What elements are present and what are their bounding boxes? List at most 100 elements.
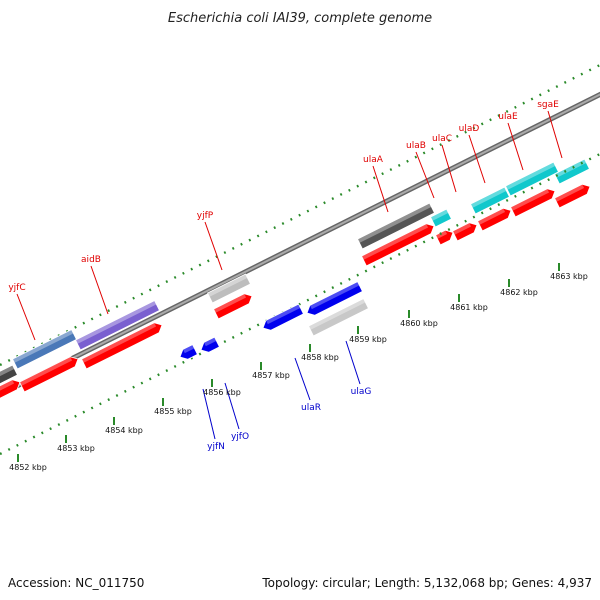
tick-dot	[40, 431, 44, 435]
gene-bar-body	[308, 298, 369, 337]
tick-dot	[148, 377, 152, 381]
tick-dot	[49, 427, 52, 431]
tick-dot	[0, 452, 3, 456]
tick-dot	[323, 201, 326, 205]
tick-dot	[173, 364, 177, 368]
gene-bar-lightgrey	[308, 298, 369, 337]
tick-dot	[248, 327, 252, 331]
tick-dot	[107, 309, 111, 313]
tick-dot	[464, 219, 467, 223]
tick-dot	[190, 356, 194, 360]
tick-dot	[472, 126, 476, 130]
gene-leader-line	[202, 388, 216, 440]
tick-dot	[314, 294, 318, 298]
gene-leader-line	[345, 340, 361, 385]
tick-dot	[82, 321, 86, 325]
tick-dot	[497, 114, 501, 118]
gene-bar-shine	[12, 329, 74, 363]
gene-arrow-shine	[203, 337, 217, 347]
kbp-label: 4852 kbp	[9, 463, 47, 472]
gene-bar-grey	[0, 364, 18, 388]
cds-forward-arrow	[510, 188, 556, 218]
tick-dot	[356, 184, 360, 188]
tick-dot	[223, 251, 227, 255]
gene-arrow-shine	[182, 344, 195, 354]
tick-dot	[530, 97, 534, 101]
gene-bar-purple	[75, 300, 160, 351]
tick-dot	[7, 447, 11, 451]
gene-bar-body	[357, 202, 435, 250]
tick-dot	[489, 118, 492, 122]
tick-dot	[306, 298, 310, 302]
tick-dot	[148, 288, 152, 292]
tick-dot	[240, 242, 243, 246]
tick-dot	[580, 72, 584, 76]
tick-dot	[190, 267, 194, 271]
tick-dot	[107, 398, 111, 402]
reverse-tick-line	[0, 153, 600, 456]
kbp-label: 4859 kbp	[349, 335, 387, 344]
tick-dot	[331, 197, 335, 201]
tick-dot	[397, 163, 401, 167]
gene-bar-body	[505, 161, 559, 197]
cds-reverse-arrow	[179, 344, 198, 360]
tick-dot	[348, 188, 351, 192]
gene-label-yjfC: yjfC	[8, 283, 25, 293]
gene-arrow-body	[179, 344, 198, 360]
cds-forward-arrow	[361, 223, 435, 267]
tick-dot	[99, 313, 102, 317]
gene-bar-shine	[505, 162, 556, 190]
tick-dot	[381, 261, 384, 265]
tick-dot	[165, 280, 169, 284]
tick-dot	[580, 161, 584, 165]
accession-label: Accession: NC_011750	[8, 576, 144, 590]
tick-dot	[538, 93, 542, 97]
gene-arrow-shine	[265, 304, 301, 325]
gene-bar-shine	[308, 298, 366, 330]
kbp-label: 4863 kbp	[550, 272, 588, 281]
gene-bar-darkgrey	[357, 202, 435, 250]
kbp-label: 4858 kbp	[301, 353, 339, 362]
gene-label-yjfO: yjfO	[231, 432, 249, 442]
tick-dot	[123, 389, 127, 393]
tick-dot	[572, 165, 575, 169]
tick-dot	[364, 269, 368, 273]
gene-arrow-body	[19, 356, 79, 393]
kbp-label: 4860 kbp	[400, 319, 438, 328]
kbp-label: 4853 kbp	[57, 444, 95, 453]
tick-dot	[514, 105, 517, 109]
tick-dot	[406, 159, 409, 163]
gene-bar-body	[207, 273, 251, 304]
gene-arrow-shine	[309, 281, 360, 310]
tick-dot	[339, 192, 343, 196]
cds-forward-arrow	[213, 293, 253, 320]
tick-dot	[182, 271, 185, 275]
tick-dot	[455, 223, 459, 227]
gene-arrow-shine	[213, 293, 247, 313]
tick-dot	[273, 226, 277, 230]
kbp-label: 4861 kbp	[450, 303, 488, 312]
gene-arrow-body	[477, 207, 512, 232]
forward-gene-labels: yjfC aidB yjfP ulaA ulaB ulaC ulaD ulaE sgaE	[8, 100, 563, 341]
tick-dot	[555, 85, 559, 89]
kbp-scale: 4852 kbp 4853 kbp 4854 kbp 4855 kbp 4856 kbp…	[9, 263, 588, 472]
cds-forward-arrow	[0, 379, 21, 403]
tick-dot	[165, 369, 169, 373]
gene-arrow-shine	[510, 188, 550, 211]
tick-dot	[563, 169, 567, 173]
tick-dot	[256, 234, 260, 238]
gene-label-ulaC: ulaC	[432, 134, 452, 144]
gene-label-ulaG: ulaG	[351, 387, 372, 397]
gene-bar-cyan	[470, 186, 510, 215]
gene-arrow-body	[452, 222, 478, 242]
tick-dot	[298, 213, 301, 217]
gene-leader-line	[468, 134, 486, 184]
tick-dot	[289, 217, 293, 221]
tick-dot	[256, 323, 260, 327]
gene-bar-shine	[554, 159, 587, 178]
cds-reverse-arrow	[306, 281, 363, 316]
gene-bar-shine	[470, 187, 507, 208]
gene-bar-body	[75, 300, 160, 351]
tick-dot	[99, 402, 102, 406]
tick-dot	[157, 373, 160, 377]
